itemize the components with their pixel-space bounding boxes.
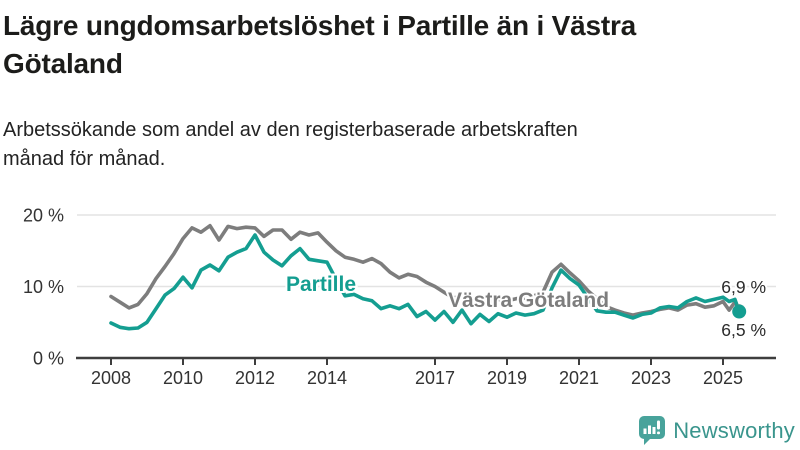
bar-3 <box>652 427 656 434</box>
page-title: Lägre ungdomsarbetslöshet i Partille än … <box>3 10 637 79</box>
chart-header: Lägre ungdomsarbetslöshet i Partille än … <box>3 0 703 83</box>
bar-1 <box>643 428 647 434</box>
page-subtitle: Arbetssökande som andel av den registerb… <box>3 119 578 170</box>
x-axis-tick-label: 2012 <box>235 368 275 388</box>
speech-bubble-shape <box>639 416 666 445</box>
x-axis-tick-label: 2023 <box>631 368 671 388</box>
speech-bubble-bar-chart-icon <box>639 416 666 445</box>
y-axis-tick-label: 10 % <box>23 277 64 297</box>
exclamation-dot <box>657 431 661 435</box>
brand-name: Newsworthy <box>673 417 795 443</box>
series-label-partille: Partille <box>286 273 356 296</box>
x-axis-tick-label: 2014 <box>307 368 347 388</box>
series-line-partille <box>109 233 742 331</box>
end-value-label-partille: 6,5 % <box>721 320 766 340</box>
newsworthy-logo: Newsworthy <box>637 415 795 446</box>
series-label-v-stra-g-taland: Västra Götaland <box>448 289 609 312</box>
exclamation-bar <box>657 420 661 430</box>
chart-area: 0 % 10 % 20 % 2008 2010 2012 2014 2017 2019 2021 2… <box>0 195 800 410</box>
x-axis-tick-label: 2017 <box>415 368 455 388</box>
x-axis-tick-label: 2025 <box>703 368 743 388</box>
y-axis-tick-label: 20 % <box>23 206 64 226</box>
end-value-label-v-stra-g-taland: 6,9 % <box>721 277 766 297</box>
y-axis-tick-label: 0 % <box>33 349 64 369</box>
unemployment-line-chart: 0 % 10 % 20 % 2008 2010 2012 2014 2017 2019 2021 2… <box>23 206 776 388</box>
x-axis-tick-label: 2021 <box>559 368 599 388</box>
series-end-dot-partille <box>732 304 747 319</box>
bar-2 <box>648 425 652 434</box>
series-line-v-stra-g-taland <box>109 223 742 317</box>
x-axis-tick-label: 2010 <box>163 368 203 388</box>
x-axis-tick-label: 2019 <box>487 368 527 388</box>
x-axis-tick-label: 2008 <box>91 368 131 388</box>
